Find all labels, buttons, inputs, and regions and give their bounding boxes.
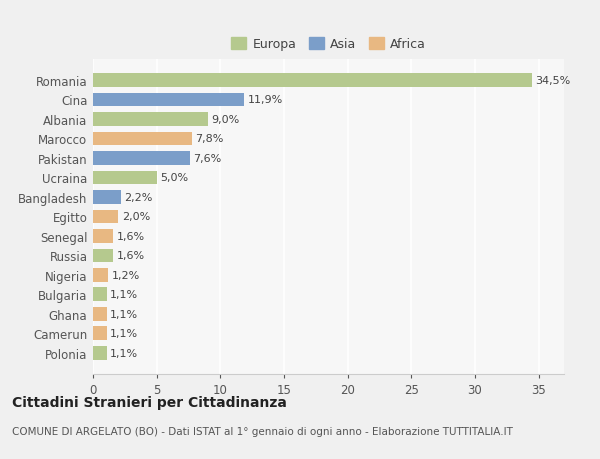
Legend: Europa, Asia, Africa: Europa, Asia, Africa xyxy=(227,34,430,55)
Text: 7,8%: 7,8% xyxy=(196,134,224,144)
Text: 34,5%: 34,5% xyxy=(535,76,571,86)
Bar xyxy=(93,269,108,282)
Bar xyxy=(93,210,118,224)
Bar xyxy=(93,249,113,263)
Bar xyxy=(93,327,107,341)
Text: 1,6%: 1,6% xyxy=(116,251,145,261)
Bar xyxy=(93,132,192,146)
Bar xyxy=(93,346,107,360)
Text: Cittadini Stranieri per Cittadinanza: Cittadini Stranieri per Cittadinanza xyxy=(12,395,287,409)
Bar xyxy=(93,152,190,165)
Text: 11,9%: 11,9% xyxy=(248,95,283,105)
Bar xyxy=(93,307,107,321)
Bar xyxy=(93,74,532,88)
Text: 1,1%: 1,1% xyxy=(110,290,139,300)
Text: 5,0%: 5,0% xyxy=(160,173,188,183)
Text: 2,2%: 2,2% xyxy=(124,192,152,202)
Text: 1,1%: 1,1% xyxy=(110,329,139,339)
Text: 1,1%: 1,1% xyxy=(110,348,139,358)
Bar xyxy=(93,113,208,127)
Text: COMUNE DI ARGELATO (BO) - Dati ISTAT al 1° gennaio di ogni anno - Elaborazione T: COMUNE DI ARGELATO (BO) - Dati ISTAT al … xyxy=(12,426,513,436)
Bar xyxy=(93,171,157,185)
Bar xyxy=(93,230,113,243)
Bar xyxy=(93,190,121,204)
Bar xyxy=(93,93,244,107)
Bar xyxy=(93,288,107,302)
Text: 2,0%: 2,0% xyxy=(122,212,150,222)
Text: 9,0%: 9,0% xyxy=(211,115,239,125)
Text: 1,1%: 1,1% xyxy=(110,309,139,319)
Text: 7,6%: 7,6% xyxy=(193,154,221,163)
Text: 1,2%: 1,2% xyxy=(112,270,140,280)
Text: 1,6%: 1,6% xyxy=(116,231,145,241)
